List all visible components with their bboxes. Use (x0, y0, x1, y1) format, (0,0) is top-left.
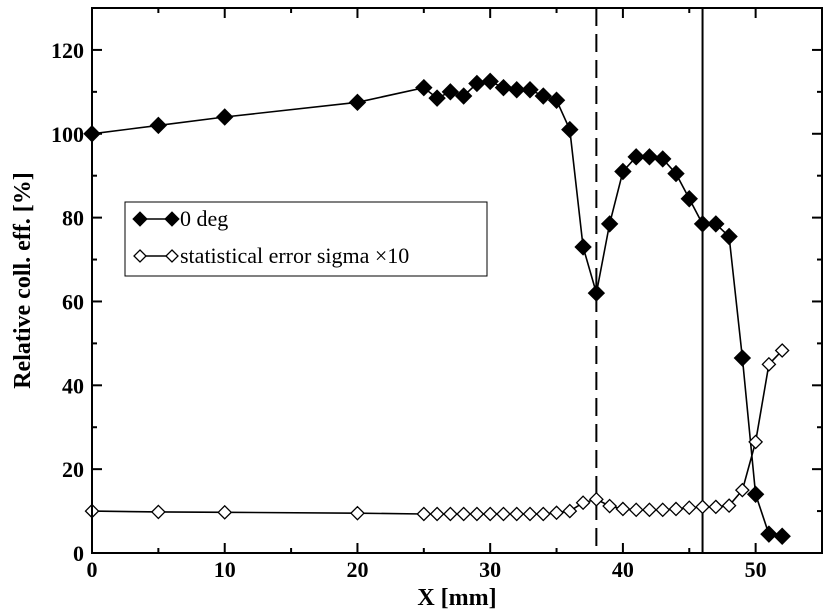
y-tick-label: 60 (62, 289, 84, 314)
data-point-0-deg (707, 215, 725, 233)
y-tick-label: 20 (62, 457, 84, 482)
data-point-error (681, 500, 697, 516)
data-point-0-deg (760, 525, 778, 543)
data-point-error (734, 482, 750, 498)
data-point-error (456, 506, 472, 522)
legend-marker (132, 211, 148, 227)
legend-marker (133, 249, 147, 263)
y-tick-label: 40 (62, 373, 84, 398)
data-point-error (150, 504, 166, 520)
data-point-error (522, 506, 538, 522)
data-point-error (549, 505, 564, 521)
data-point-error (708, 499, 724, 515)
data-point-0-deg (481, 72, 499, 91)
data-point-0-deg (600, 215, 619, 233)
line-0-deg (91, 80, 783, 537)
data-point-error (628, 502, 644, 518)
series-0-deg (83, 72, 791, 545)
data-point-0-deg (521, 81, 539, 99)
data-point-0-deg (667, 164, 685, 183)
x-tick-label: 50 (745, 557, 767, 582)
x-tick-label: 10 (214, 557, 236, 582)
y-tick-label: 80 (62, 206, 84, 231)
data-point-0-deg (216, 108, 234, 126)
y-tick-label: 100 (51, 122, 84, 147)
data-point-error (761, 356, 777, 372)
data-point-error (217, 504, 233, 520)
data-point-error (496, 506, 511, 522)
data-point-0-deg (614, 162, 632, 181)
data-point-error (588, 491, 604, 507)
data-point-0-deg (508, 81, 526, 99)
data-point-error (350, 505, 365, 521)
data-point-0-deg (680, 190, 698, 208)
series-layer (83, 72, 791, 545)
data-point-error (509, 506, 525, 522)
data-point-error (602, 498, 618, 514)
data-point-error (535, 506, 551, 522)
data-point-error (655, 502, 671, 518)
data-point-error (774, 343, 790, 358)
reference-lines (595, 8, 704, 553)
data-point-error (575, 495, 591, 511)
x-tick-label: 20 (346, 557, 368, 582)
data-point-error (695, 499, 710, 515)
data-point-0-deg (348, 93, 367, 112)
plot-frame (91, 7, 823, 554)
legend: 0 deg statistical error sigma ×10 (124, 201, 488, 277)
line-statistical-error (91, 349, 783, 515)
data-point-error (615, 501, 631, 517)
legend-marker (165, 249, 179, 263)
data-point-0-deg (627, 148, 645, 166)
x-tick-label: 0 (87, 557, 98, 582)
x-axis-title: X [mm] (417, 585, 496, 611)
data-point-0-deg (561, 120, 579, 139)
data-point-error (429, 506, 445, 522)
data-point-0-deg (415, 78, 433, 97)
data-point-0-deg (733, 349, 752, 367)
series-statistical-error (84, 343, 790, 522)
legend-entry-error: statistical error sigma ×10 (133, 243, 409, 268)
data-point-0-deg (574, 238, 592, 256)
data-point-error (562, 503, 578, 519)
legend-label-0-deg: 0 deg (180, 206, 228, 231)
data-point-0-deg (654, 150, 672, 168)
legend-entry-0-deg: 0 deg (132, 206, 228, 231)
legend-marker (164, 211, 180, 227)
data-point-error (442, 506, 458, 522)
y-tick-label: 0 (73, 541, 84, 566)
data-point-0-deg (773, 527, 791, 545)
legend-label-error: statistical error sigma ×10 (180, 243, 409, 268)
data-point-0-deg (720, 227, 738, 246)
data-point-error (642, 502, 657, 518)
data-point-0-deg (441, 83, 460, 101)
data-point-0-deg (640, 148, 659, 166)
data-point-0-deg (534, 87, 552, 105)
legend-box (124, 201, 488, 277)
data-point-error (469, 506, 485, 522)
data-point-0-deg (547, 91, 566, 109)
data-point-0-deg (587, 284, 606, 302)
y-axis-title: Relative coll. eff. [%] (10, 172, 36, 389)
y-tick-label: 120 (51, 38, 84, 63)
data-point-0-deg (746, 485, 765, 504)
data-point-0-deg (149, 116, 168, 135)
data-point-0-deg (693, 215, 712, 233)
data-point-0-deg (494, 78, 513, 97)
data-point-error (668, 501, 684, 517)
data-point-0-deg (428, 89, 446, 107)
data-point-error (748, 434, 764, 450)
x-tick-label: 30 (479, 557, 501, 582)
data-point-error (416, 506, 432, 522)
x-tick-label: 40 (612, 557, 634, 582)
data-point-error (721, 498, 737, 514)
data-point-error (482, 506, 498, 522)
data-point-0-deg (454, 87, 473, 105)
